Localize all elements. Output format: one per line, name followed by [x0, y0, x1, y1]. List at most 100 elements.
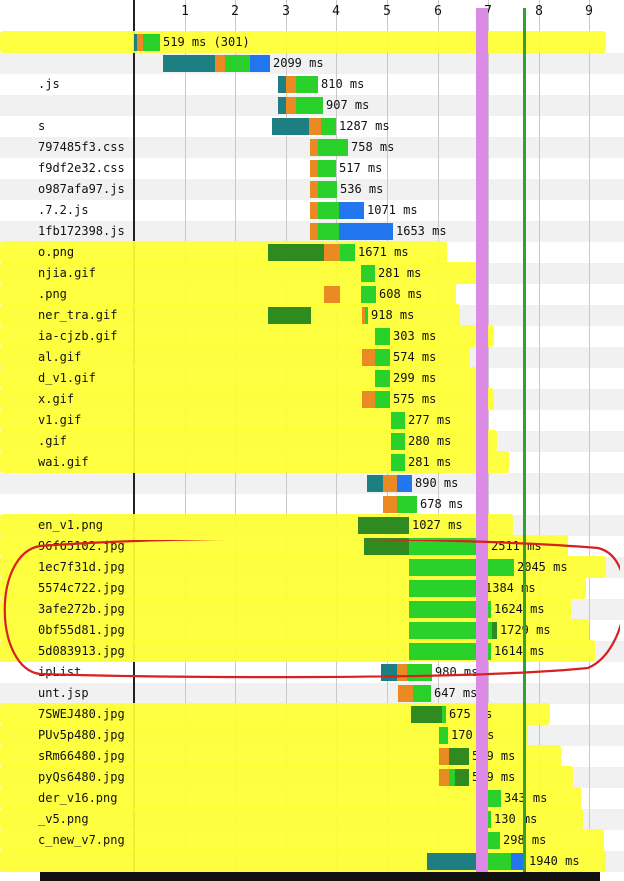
timing-bar-ttfb[interactable]: [409, 580, 480, 597]
request-name[interactable]: 797485f3.css: [38, 140, 125, 154]
request-name[interactable]: [38, 494, 132, 515]
timing-bar-connect[interactable]: [439, 748, 449, 765]
request-name[interactable]: 3afe272b.jpg: [38, 602, 125, 616]
timing-bar-connect[interactable]: [439, 769, 449, 786]
timing-bar-ttfb[interactable]: [407, 664, 432, 681]
timing-bar-darkgreen[interactable]: [455, 769, 469, 786]
request-name[interactable]: der_v16.png: [38, 791, 118, 805]
timing-bar-ttfb[interactable]: [296, 76, 318, 93]
timing-bar-connect[interactable]: [362, 307, 365, 324]
request-name[interactable]: ia-cjzb.gif: [38, 329, 118, 343]
request-name[interactable]: 5574c722.jpg: [38, 581, 125, 595]
request-name[interactable]: v1.gif: [38, 413, 82, 427]
timing-bar-ttfb[interactable]: [340, 244, 355, 261]
timing-bar-download[interactable]: [339, 202, 364, 219]
timing-bar-connect[interactable]: [310, 160, 318, 177]
bottom-scroll-bar[interactable]: [40, 872, 600, 881]
timing-bar-connect[interactable]: [310, 139, 318, 156]
request-name[interactable]: s: [38, 119, 46, 133]
timing-bar-dns[interactable]: [427, 853, 476, 870]
timing-bar-ttfb[interactable]: [361, 265, 375, 282]
request-name[interactable]: o987afa97.js: [38, 182, 125, 196]
timing-bar-darkgreen[interactable]: [268, 307, 311, 324]
request-name[interactable]: njia.gif: [38, 266, 96, 280]
request-name[interactable]: 0bf55d81.jpg: [38, 623, 125, 637]
request-name[interactable]: [38, 473, 132, 494]
timing-bar-ttfb[interactable]: [481, 853, 511, 870]
request-name[interactable]: 7SWEJ480.jpg: [38, 707, 125, 721]
timing-bar-connect[interactable]: [362, 349, 375, 366]
request-name[interactable]: .7.2.js: [38, 203, 89, 217]
timing-bar-connect[interactable]: [397, 664, 407, 681]
request-name[interactable]: pyQs6480.jpg: [38, 770, 125, 784]
request-name[interactable]: d_v1.gif: [38, 371, 96, 385]
timing-bar-darkgreen[interactable]: [268, 244, 324, 261]
timing-bar-dns[interactable]: [381, 664, 397, 681]
timing-bar-dns[interactable]: [278, 76, 286, 93]
timing-bar-ttfb[interactable]: [397, 496, 417, 513]
timing-bar-ttfb[interactable]: [318, 160, 336, 177]
request-name[interactable]: [38, 851, 132, 872]
timing-bar-ttfb[interactable]: [365, 307, 368, 324]
timing-bar-ttfb[interactable]: [361, 286, 376, 303]
request-name[interactable]: al.gif: [38, 350, 82, 364]
timing-bar-connect[interactable]: [286, 76, 296, 93]
timing-bar-connect[interactable]: [398, 685, 413, 702]
request-name[interactable]: [38, 32, 132, 53]
timing-bar-ttfb[interactable]: [485, 811, 491, 828]
timing-bar-darkgreen[interactable]: [411, 706, 442, 723]
timing-bar-connect[interactable]: [324, 244, 340, 261]
timing-bar-darkgreen[interactable]: [364, 538, 409, 555]
timing-bar-connect[interactable]: [286, 97, 296, 114]
request-name[interactable]: 96f65102.jpg: [38, 539, 125, 553]
timing-bar-connect[interactable]: [324, 286, 340, 303]
timing-bar-ttfb[interactable]: [375, 328, 390, 345]
request-name[interactable]: 1fb172398.js: [38, 224, 125, 238]
request-name[interactable]: x.gif: [38, 392, 75, 406]
timing-bar-connect[interactable]: [310, 223, 318, 240]
timing-bar-ttfb[interactable]: [318, 181, 337, 198]
timing-bar-ttfb[interactable]: [391, 433, 405, 450]
timing-bar-dns[interactable]: [134, 34, 137, 51]
timing-bar-ttfb[interactable]: [375, 349, 390, 366]
request-name[interactable]: c_new_v7.png: [38, 833, 125, 847]
timing-bar-ttfb[interactable]: [485, 832, 500, 849]
timing-bar-ttfb[interactable]: [375, 370, 390, 387]
request-name[interactable]: [38, 53, 132, 74]
timing-bar-connect[interactable]: [383, 496, 397, 513]
timing-bar-connect[interactable]: [309, 118, 321, 135]
timing-bar-download[interactable]: [250, 55, 270, 72]
request-name[interactable]: ipList: [38, 665, 82, 679]
timing-bar-dns[interactable]: [367, 475, 383, 492]
timing-bar-ttfb[interactable]: [449, 769, 455, 786]
request-name[interactable]: .js: [38, 77, 60, 91]
timing-bar-ttfb[interactable]: [391, 454, 405, 471]
timing-bar-connect[interactable]: [215, 55, 225, 72]
request-name[interactable]: 5d083913.jpg: [38, 644, 125, 658]
timing-bar-download[interactable]: [339, 223, 393, 240]
request-name[interactable]: .png: [38, 287, 67, 301]
timing-bar-ttfb[interactable]: [391, 412, 405, 429]
timing-bar-dns[interactable]: [272, 118, 309, 135]
timing-bar-ttfb[interactable]: [318, 223, 339, 240]
timing-bar-darkgreen[interactable]: [449, 748, 469, 765]
timing-bar-dns[interactable]: [163, 55, 215, 72]
timing-bar-ttfb[interactable]: [321, 118, 336, 135]
timing-bar-connect[interactable]: [383, 475, 397, 492]
timing-bar-ttfb[interactable]: [318, 139, 348, 156]
request-name[interactable]: f9df2e32.css: [38, 161, 125, 175]
timing-bar-download[interactable]: [397, 475, 412, 492]
timing-bar-ttfb[interactable]: [413, 685, 431, 702]
timing-bar-darkgreen[interactable]: [492, 622, 497, 639]
timing-bar-connect[interactable]: [137, 34, 143, 51]
timing-bar-connect[interactable]: [310, 181, 318, 198]
timing-bar-ttfb[interactable]: [143, 34, 160, 51]
timing-bar-connect[interactable]: [310, 202, 318, 219]
request-name[interactable]: en_v1.png: [38, 518, 104, 532]
request-name[interactable]: [38, 95, 132, 116]
timing-bar-ttfb[interactable]: [439, 727, 448, 744]
timing-bar-download[interactable]: [511, 853, 526, 870]
timing-bar-ttfb[interactable]: [225, 55, 250, 72]
timing-bar-ttfb[interactable]: [442, 706, 446, 723]
request-name[interactable]: PUv5p480.jpg: [38, 728, 125, 742]
